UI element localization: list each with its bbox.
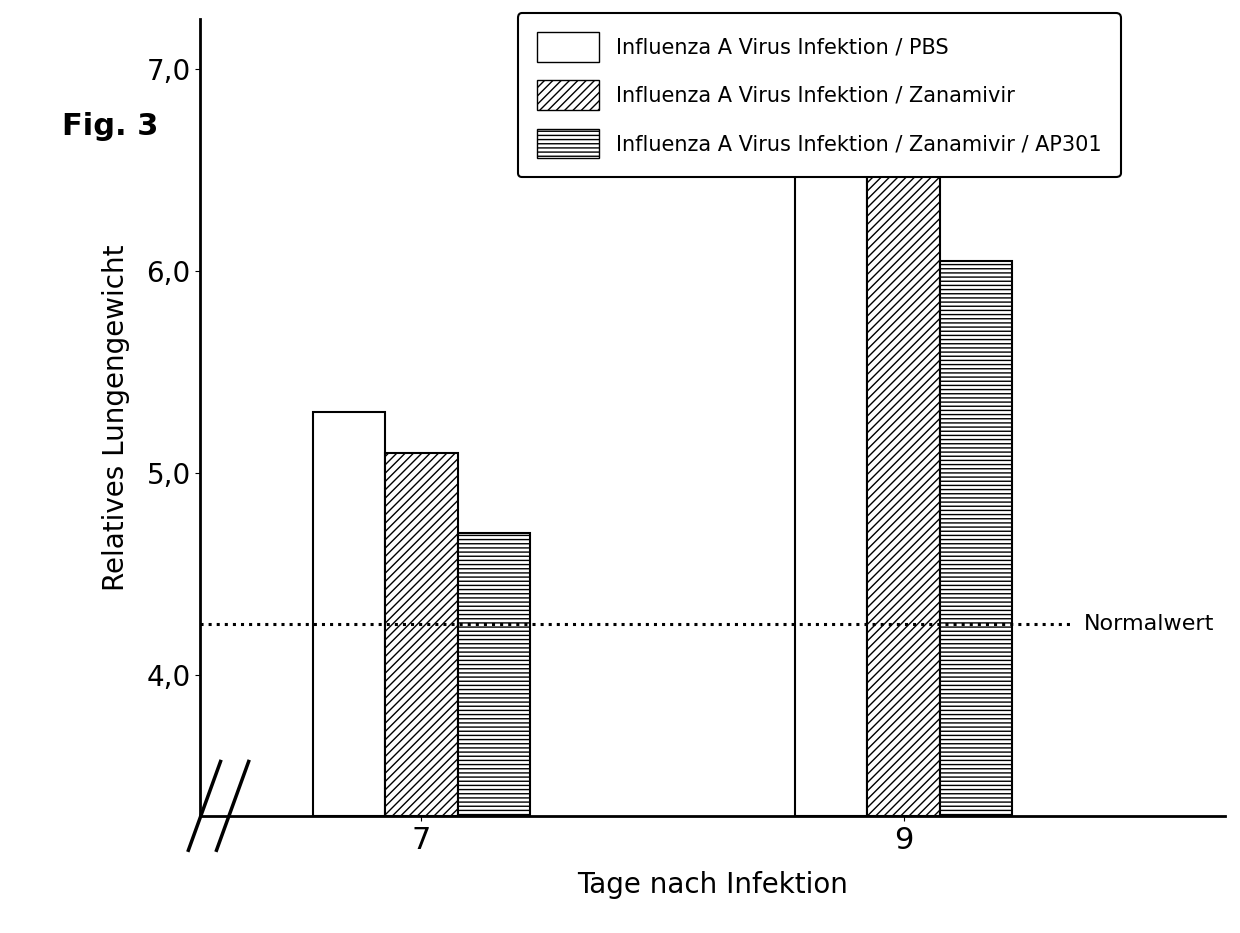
Text: Normalwert: Normalwert bbox=[1084, 614, 1215, 634]
Text: Fig. 3: Fig. 3 bbox=[62, 112, 159, 141]
Bar bbox=[312, 412, 386, 816]
Bar bbox=[868, 171, 940, 816]
Bar bbox=[458, 534, 529, 816]
Bar bbox=[386, 453, 458, 816]
X-axis label: Tage nach Infektion: Tage nach Infektion bbox=[578, 871, 848, 899]
Bar bbox=[795, 130, 868, 816]
Bar bbox=[940, 261, 1012, 816]
Y-axis label: Relatives Lungengewicht: Relatives Lungengewicht bbox=[102, 244, 130, 591]
Legend: Influenza A Virus Infektion / PBS, Influenza A Virus Infektion / Zanamivir, Infl: Influenza A Virus Infektion / PBS, Influ… bbox=[518, 13, 1121, 177]
